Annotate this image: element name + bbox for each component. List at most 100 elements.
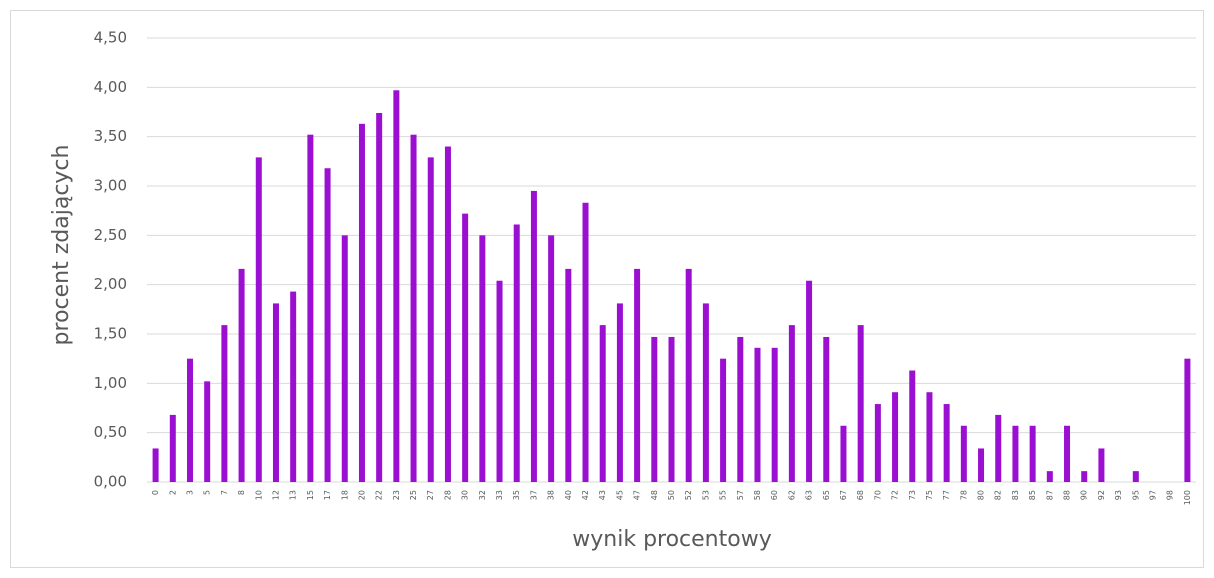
x-tick-label: 73 <box>908 490 917 500</box>
x-tick-label: 23 <box>392 490 401 500</box>
x-tick-label: 75 <box>925 490 934 500</box>
bar <box>341 235 348 482</box>
bar <box>410 134 417 482</box>
x-tick-label: 52 <box>684 490 693 500</box>
x-tick-label: 30 <box>461 490 470 500</box>
bar <box>1081 471 1088 482</box>
x-tick-label: 5 <box>203 490 212 495</box>
x-tick-label: 22 <box>375 490 384 500</box>
x-tick-label: 28 <box>443 490 452 500</box>
x-tick-label: 25 <box>409 490 418 500</box>
bar <box>1046 471 1053 482</box>
bar <box>204 381 211 482</box>
bar <box>840 425 847 482</box>
bar <box>978 448 985 482</box>
x-axis-label: wynik procentowy <box>572 527 771 552</box>
bar <box>152 448 159 482</box>
y-tick-label: 4,00 <box>94 78 127 96</box>
x-tick-label: 55 <box>719 490 728 500</box>
y-tick-label: 4,50 <box>94 29 127 47</box>
x-tick-label: 33 <box>495 490 504 500</box>
bar <box>1132 471 1139 482</box>
bar <box>221 325 228 482</box>
x-tick-label: 32 <box>478 490 487 500</box>
bar <box>290 291 297 482</box>
x-tick-label: 42 <box>581 490 590 500</box>
bar <box>599 325 606 482</box>
x-tick-label: 65 <box>822 490 831 500</box>
x-tick-label: 3 <box>185 490 194 495</box>
y-tick-label: 3,00 <box>94 177 127 195</box>
bar <box>169 414 176 482</box>
bar <box>754 347 761 482</box>
bar <box>668 336 675 482</box>
bar <box>272 303 279 482</box>
bar <box>720 358 727 482</box>
x-tick-label: 97 <box>1149 490 1158 500</box>
x-tick-label: 12 <box>271 490 280 500</box>
x-tick-label: 90 <box>1080 490 1089 500</box>
x-tick-label: 77 <box>942 490 951 500</box>
bar <box>324 168 331 483</box>
x-tick-label: 48 <box>650 490 659 500</box>
x-tick-label: 80 <box>977 490 986 500</box>
x-tick-label: 87 <box>1045 490 1054 500</box>
bar <box>548 235 555 482</box>
bar <box>496 280 503 482</box>
x-tick-label: 58 <box>753 490 762 500</box>
x-tick-label: 40 <box>564 490 573 500</box>
x-tick-label: 88 <box>1063 490 1072 500</box>
x-tick-label: 78 <box>959 490 968 500</box>
x-tick-label: 85 <box>1028 490 1037 500</box>
y-tick-label: 2,50 <box>94 226 127 244</box>
x-tick-label: 50 <box>667 490 676 500</box>
chart-border <box>10 10 1204 568</box>
bar <box>616 303 623 482</box>
y-axis-label: procent zdających <box>49 145 74 346</box>
bar <box>737 336 744 482</box>
x-tick-label: 82 <box>994 490 1003 500</box>
bar <box>634 268 641 482</box>
x-tick-label: 35 <box>512 490 521 500</box>
x-tick-label: 100 <box>1183 490 1192 505</box>
x-tick-label: 13 <box>289 490 298 500</box>
bar <box>393 90 400 482</box>
bar <box>358 123 365 482</box>
bar <box>874 404 881 482</box>
x-tick-label: 67 <box>839 490 848 500</box>
bar <box>1184 358 1191 482</box>
x-tick-label: 45 <box>615 490 624 500</box>
bar <box>1064 425 1071 482</box>
x-tick-label: 98 <box>1166 490 1175 500</box>
y-tick-label: 3,50 <box>94 127 127 145</box>
bar <box>1098 448 1105 482</box>
bar <box>651 336 658 482</box>
y-tick-label: 0,00 <box>94 473 127 491</box>
bar <box>462 213 469 483</box>
x-tick-label: 20 <box>357 490 366 500</box>
x-tick-label: 17 <box>323 490 332 500</box>
x-tick-label: 15 <box>306 490 315 500</box>
x-tick-label: 63 <box>805 490 814 500</box>
x-tick-label: 0 <box>151 490 160 495</box>
x-tick-label: 8 <box>237 490 246 495</box>
x-tick-label: 92 <box>1097 490 1106 500</box>
x-tick-label: 60 <box>770 490 779 500</box>
bar <box>702 303 709 482</box>
x-tick-label: 83 <box>1011 490 1020 500</box>
bar <box>1029 425 1036 482</box>
bar <box>513 224 520 483</box>
x-tick-label: 18 <box>340 490 349 500</box>
x-tick-label: 70 <box>873 490 882 500</box>
x-tick-label: 53 <box>701 490 710 500</box>
x-tick-label: 27 <box>426 490 435 500</box>
x-tick-label: 10 <box>254 490 263 500</box>
bar <box>788 325 795 482</box>
bar <box>909 370 916 482</box>
bar <box>238 268 245 482</box>
bar <box>444 146 451 483</box>
bar <box>926 392 933 482</box>
x-tick-label: 95 <box>1131 490 1140 500</box>
x-tick-label: 37 <box>529 490 538 500</box>
